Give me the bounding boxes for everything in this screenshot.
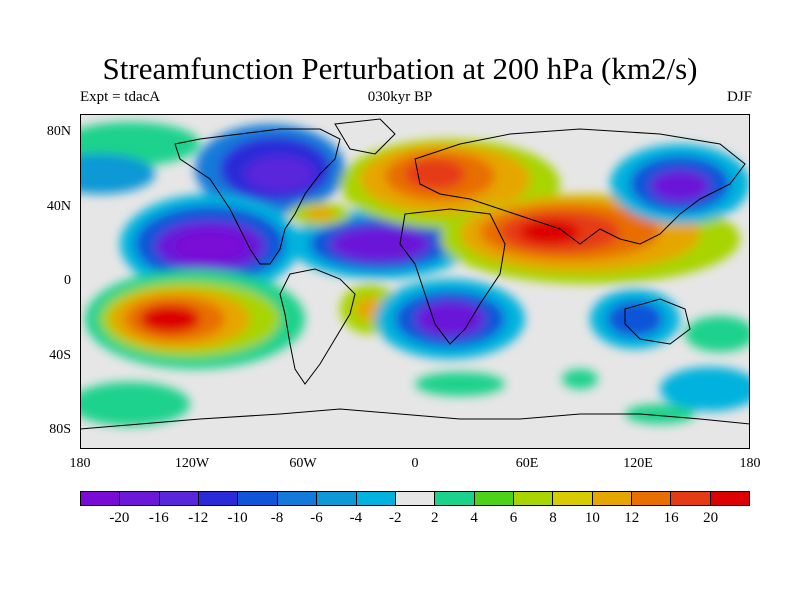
colorbar-tick-label: 4 bbox=[470, 510, 478, 526]
lon-label-180w: 180 bbox=[69, 456, 91, 471]
colorbar-swatch bbox=[474, 492, 514, 505]
lat-label-40n: 40N bbox=[46, 199, 71, 214]
colorbar-tick-label: -12 bbox=[188, 510, 209, 526]
north-america-outline bbox=[174, 128, 341, 265]
lon-label-0: 0 bbox=[411, 456, 419, 471]
colorbar-tick-label: 2 bbox=[430, 510, 439, 526]
colorbar-tick-label: 12 bbox=[624, 510, 640, 526]
lon-label-60w: 60W bbox=[289, 456, 317, 471]
lon-label-180e: 180 bbox=[739, 456, 761, 471]
lat-label-80n: 80N bbox=[46, 124, 71, 139]
colorbar-swatch bbox=[238, 492, 278, 505]
lat-label-80s: 80S bbox=[49, 422, 71, 437]
colorbar-tick-label: -16 bbox=[148, 510, 169, 526]
colorbar-swatch bbox=[81, 492, 121, 505]
colorbar-swatch bbox=[513, 492, 554, 505]
streamfunction-map bbox=[80, 114, 750, 449]
colorbar-swatch bbox=[317, 492, 357, 505]
colorbar-tick-label: -8 bbox=[270, 510, 284, 526]
greenland-outline bbox=[334, 118, 396, 155]
colorbar-swatch bbox=[159, 492, 200, 505]
colorbar-swatch bbox=[395, 492, 436, 505]
africa-outline bbox=[399, 208, 506, 345]
season-label: DJF bbox=[726, 89, 752, 105]
contour-fill-layer bbox=[80, 122, 750, 426]
time-label: 030kyr BP bbox=[367, 89, 433, 105]
colorbar-swatch bbox=[277, 492, 318, 505]
lon-label-120w: 120W bbox=[174, 456, 210, 471]
lat-label-40s: 40S bbox=[49, 348, 71, 363]
lon-label-120e: 120E bbox=[623, 456, 653, 471]
map-border bbox=[80, 114, 750, 449]
colorbar-tick-label: 20 bbox=[703, 510, 719, 526]
colorbar-tick-label: -2 bbox=[389, 510, 402, 526]
australia-outline bbox=[624, 298, 691, 345]
colorbar bbox=[80, 491, 750, 506]
map-panel bbox=[80, 114, 750, 449]
colorbar-tick-label: 8 bbox=[549, 510, 557, 526]
colorbar-swatch bbox=[710, 492, 750, 505]
experiment-label: Expt = tdacA bbox=[80, 89, 161, 105]
south-america-outline bbox=[279, 268, 356, 385]
colorbar-swatch bbox=[199, 492, 239, 505]
colorbar-tick-label: 6 bbox=[509, 510, 518, 526]
coastline-layer bbox=[80, 118, 750, 430]
colorbar-tick-label: -20 bbox=[109, 510, 130, 526]
colorbar-swatch bbox=[553, 492, 593, 505]
colorbar-swatch bbox=[592, 492, 633, 505]
colorbar-swatch bbox=[671, 492, 711, 505]
colorbar-tick-label: 16 bbox=[663, 510, 679, 526]
colorbar-tick-label: -6 bbox=[310, 510, 323, 526]
lat-label-0: 0 bbox=[64, 273, 71, 288]
colorbar-tick-label: -10 bbox=[227, 510, 248, 526]
antarctica-outline bbox=[80, 408, 750, 430]
colorbar-swatch bbox=[632, 492, 672, 505]
colorbar-swatch bbox=[435, 492, 475, 505]
colorbar-swatch bbox=[120, 492, 160, 505]
lon-label-60e: 60E bbox=[515, 456, 539, 471]
colorbar-swatch bbox=[356, 492, 396, 505]
colorbar-tick-label: 10 bbox=[584, 510, 600, 526]
eurasia-outline bbox=[414, 128, 746, 245]
colorbar-tick-label: -4 bbox=[349, 510, 363, 526]
map-title: Streamfunction Perturbation at 200 hPa (… bbox=[102, 51, 698, 86]
